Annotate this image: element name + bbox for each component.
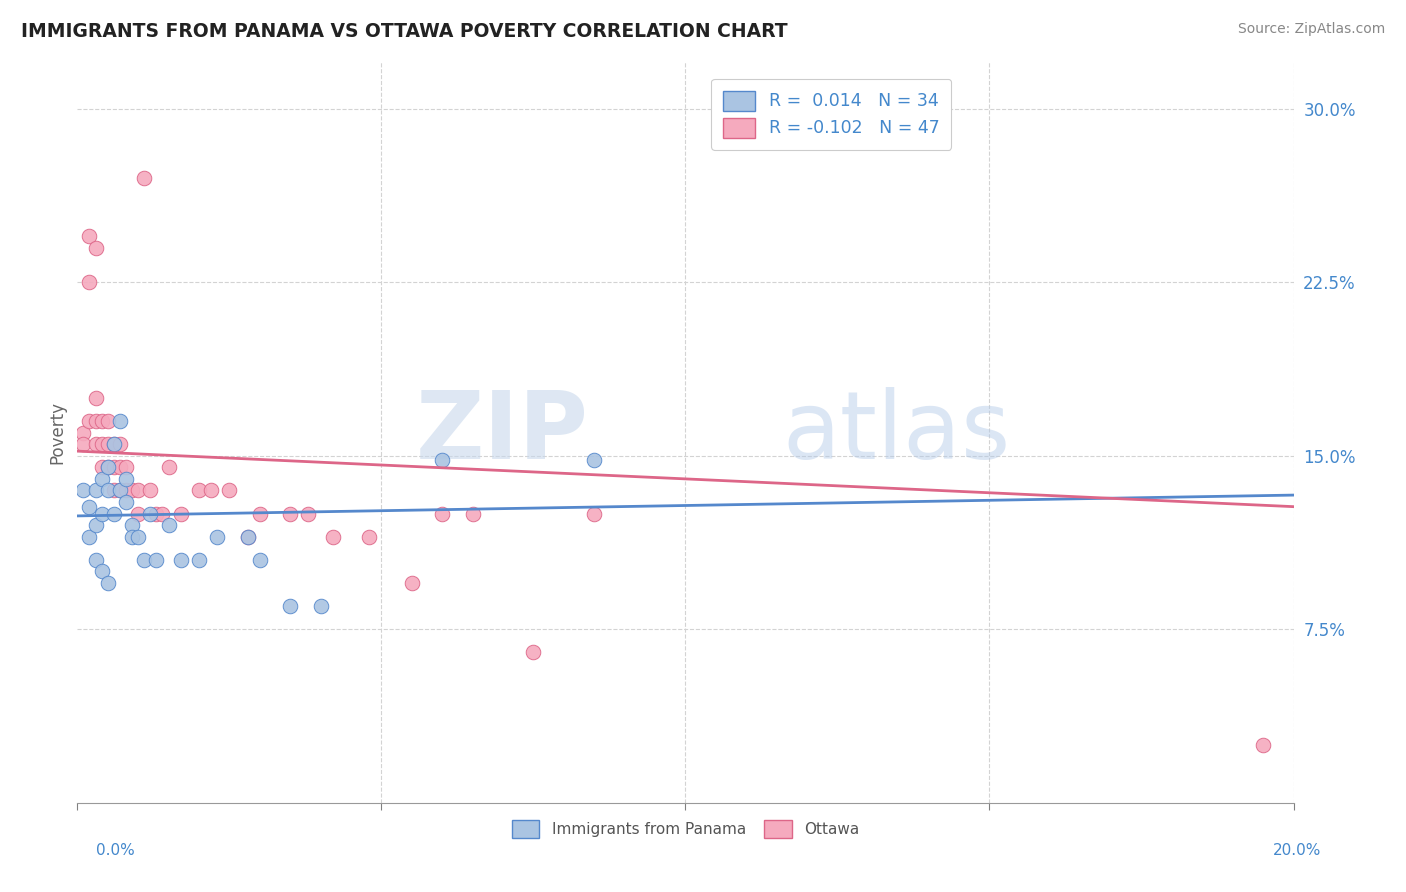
Point (97, 460, 120, 475)
Point (157, 460, 180, 475)
Point (90, 507, 112, 521)
Point (583, 453, 606, 467)
Point (157, 518, 180, 533)
Point (236, 530, 259, 544)
Point (90, 414, 112, 428)
Point (309, 599, 332, 614)
Point (145, 553, 167, 567)
Point (103, 507, 125, 521)
Point (236, 530, 259, 544)
Point (84, 483, 107, 498)
Point (297, 507, 319, 521)
Point (121, 530, 143, 544)
Point (79, 414, 101, 428)
Point (121, 518, 143, 533)
Point (249, 507, 271, 521)
Point (115, 460, 138, 475)
Point (139, 507, 162, 521)
Point (218, 483, 240, 498)
Point (170, 507, 193, 521)
Text: IMMIGRANTS FROM PANAMA VS OTTAWA POVERTY CORRELATION CHART: IMMIGRANTS FROM PANAMA VS OTTAWA POVERTY… (21, 22, 787, 41)
Point (97, 576, 120, 591)
Point (90, 460, 112, 475)
Point (84, 437, 107, 451)
Point (401, 576, 423, 591)
Point (145, 507, 167, 521)
Point (97, 414, 120, 428)
Point (127, 483, 149, 498)
Point (115, 472, 138, 486)
Point (170, 553, 193, 567)
Point (97, 483, 120, 498)
Point (205, 530, 228, 544)
Text: atlas: atlas (783, 386, 1011, 479)
Point (90, 472, 112, 486)
Point (108, 483, 131, 498)
Point (79, 229, 101, 244)
Text: 0.0%: 0.0% (96, 843, 135, 858)
Text: Source: ZipAtlas.com: Source: ZipAtlas.com (1237, 22, 1385, 37)
Point (188, 553, 211, 567)
Point (103, 460, 125, 475)
Point (430, 507, 453, 521)
Point (188, 483, 211, 498)
Point (103, 437, 125, 451)
Point (127, 530, 149, 544)
Point (84, 414, 107, 428)
Point (430, 453, 453, 467)
Point (97, 437, 120, 451)
Point (97, 460, 120, 475)
Point (72, 437, 94, 451)
Point (90, 437, 112, 451)
Point (1251, 738, 1274, 752)
Point (115, 495, 138, 509)
Point (583, 507, 606, 521)
Point (108, 437, 131, 451)
Point (152, 507, 174, 521)
Point (134, 171, 156, 186)
Point (90, 565, 112, 579)
Point (359, 530, 381, 544)
Point (108, 460, 131, 475)
Point (522, 645, 544, 659)
Point (278, 599, 301, 614)
Point (115, 483, 138, 498)
Point (249, 553, 271, 567)
Legend: Immigrants from Panama, Ottawa: Immigrants from Panama, Ottawa (501, 809, 870, 848)
Y-axis label: Poverty: Poverty (48, 401, 66, 464)
Point (103, 437, 125, 451)
Text: 20.0%: 20.0% (1274, 843, 1322, 858)
Point (200, 483, 222, 498)
Point (134, 553, 156, 567)
Point (84, 391, 107, 405)
Point (84, 553, 107, 567)
Point (278, 507, 301, 521)
Point (79, 275, 101, 289)
Point (322, 530, 344, 544)
Point (127, 507, 149, 521)
Point (72, 425, 94, 440)
Text: ZIP: ZIP (415, 386, 588, 479)
Point (121, 483, 143, 498)
Point (84, 240, 107, 255)
Point (79, 530, 101, 544)
Point (103, 483, 125, 498)
Point (461, 507, 484, 521)
Point (84, 518, 107, 533)
Point (108, 483, 131, 498)
Point (79, 500, 101, 514)
Point (72, 483, 94, 498)
Point (139, 483, 162, 498)
Point (108, 414, 131, 428)
